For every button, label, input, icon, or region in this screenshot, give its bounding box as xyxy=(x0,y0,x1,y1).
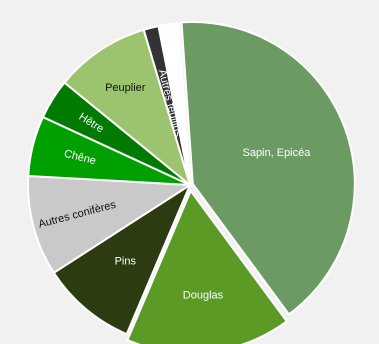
pie-slices xyxy=(27,20,356,344)
slice-autres-coniferes xyxy=(27,174,194,275)
slice-gap xyxy=(157,22,191,186)
slice-peuplier xyxy=(63,28,192,188)
label-douglas: Douglas xyxy=(183,289,224,301)
slice-douglas xyxy=(126,188,289,344)
slice-pins xyxy=(52,182,193,336)
slice-sapin-epicea xyxy=(180,20,356,316)
label-peuplier: Peuplier xyxy=(105,82,146,94)
label-sapin-epicea: Sapin, Epicéa xyxy=(242,147,311,159)
label-pins: Pins xyxy=(115,256,137,268)
